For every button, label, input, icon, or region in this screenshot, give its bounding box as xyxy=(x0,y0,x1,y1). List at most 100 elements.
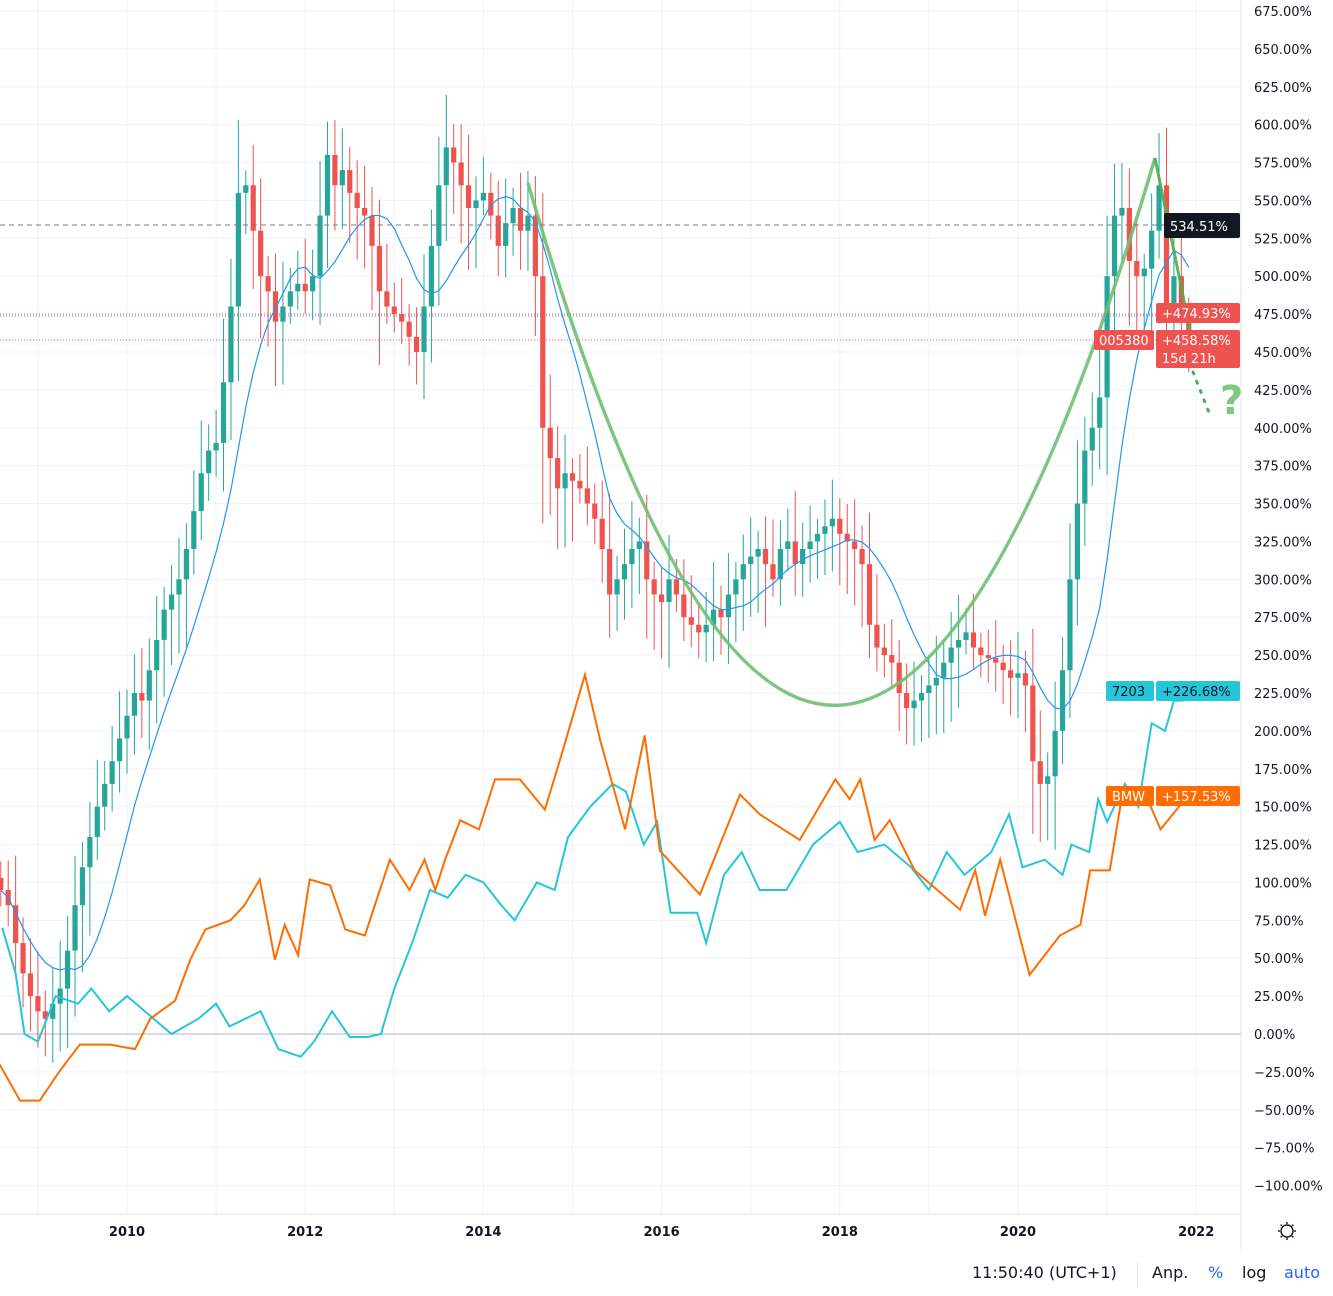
log-scale-toggle[interactable]: log xyxy=(1242,1263,1267,1282)
candle-body xyxy=(933,677,939,686)
candle-body xyxy=(0,877,4,891)
toolbar-divider xyxy=(1137,1262,1138,1288)
candle-body xyxy=(1171,276,1177,307)
candle-body xyxy=(651,579,657,595)
candle-body xyxy=(926,685,932,693)
candle-body xyxy=(42,1011,48,1019)
candle-body xyxy=(124,715,130,739)
candle-body xyxy=(391,306,397,315)
candle-body xyxy=(79,867,86,906)
x-tick-label: 2014 xyxy=(465,1225,501,1240)
candle-body xyxy=(792,541,798,565)
chart-canvas[interactable]: ? 675.00% 650.00% 625.00% 600.00% 575.00% 550… xyxy=(0,0,1333,1250)
y-tick-label: 275.00% xyxy=(1254,611,1312,626)
candle-body xyxy=(384,291,390,307)
candle-body xyxy=(1149,230,1155,269)
clock-timezone[interactable]: 11:50:40 (UTC+1) xyxy=(972,1263,1117,1282)
candle-body xyxy=(295,283,301,292)
candle-body xyxy=(146,670,152,701)
candle-body xyxy=(696,624,702,633)
series-line-7203 xyxy=(1,689,1193,1058)
candle-body xyxy=(27,973,34,997)
candle-body xyxy=(592,503,598,519)
series-tag-symbol: 7203 xyxy=(1112,685,1145,700)
candle-body xyxy=(310,276,316,292)
candle-body xyxy=(20,943,26,974)
candle-body xyxy=(176,579,182,595)
candle-body xyxy=(324,154,331,216)
candle-body xyxy=(168,594,175,610)
candle-body xyxy=(1074,503,1080,580)
y-tick-label: −50.00% xyxy=(1254,1104,1314,1119)
candle-body xyxy=(228,306,234,383)
candle-body xyxy=(473,200,479,208)
auto-scale-toggle[interactable]: auto xyxy=(1284,1263,1321,1282)
candle-body xyxy=(436,185,442,246)
candle-body xyxy=(956,639,962,648)
candle-body xyxy=(87,836,93,868)
prev-close-label: +474.93% xyxy=(1162,307,1231,322)
candle-body xyxy=(1134,261,1140,277)
candle-body xyxy=(451,147,457,163)
candle-body xyxy=(1119,207,1125,216)
candle-body xyxy=(703,624,709,633)
y-tick-label: 200.00% xyxy=(1254,725,1312,740)
price-axis[interactable]: 675.00% 650.00% 625.00% 600.00% 575.00% 550.0… xyxy=(1254,5,1323,1195)
y-tick-label: 375.00% xyxy=(1254,460,1312,475)
candle-body xyxy=(339,170,345,186)
y-tick-label: 425.00% xyxy=(1254,384,1312,399)
candle-body xyxy=(1141,268,1147,277)
y-tick-label: 175.00% xyxy=(1254,763,1312,778)
time-axis[interactable]: 2010 2012 2014 2016 2018 2020 2022 xyxy=(109,1225,1214,1240)
y-tick-label: 150.00% xyxy=(1254,801,1312,816)
candle-body xyxy=(547,427,553,459)
candle-body xyxy=(191,511,197,550)
candle-body xyxy=(362,207,368,216)
last-price-label: +458.58% xyxy=(1162,334,1231,349)
question-mark-annotation[interactable]: ? xyxy=(1220,378,1243,424)
candle-body xyxy=(607,549,613,595)
candle-body xyxy=(762,549,769,565)
candle-body xyxy=(57,988,63,1004)
candle-body xyxy=(814,533,821,542)
projection-dotted-line[interactable] xyxy=(1191,370,1212,417)
gear-icon[interactable] xyxy=(1278,1222,1296,1240)
candle-body xyxy=(161,609,167,640)
candle-body xyxy=(265,276,271,292)
candle-body xyxy=(725,594,732,618)
percent-scale-toggle[interactable]: % xyxy=(1208,1263,1224,1282)
candle-body xyxy=(621,564,628,580)
candle-body xyxy=(1052,730,1058,777)
handle-annotation-line[interactable] xyxy=(1153,157,1192,331)
y-tick-label: 650.00% xyxy=(1254,43,1312,58)
candle-body xyxy=(874,624,880,648)
candle-body xyxy=(1097,397,1103,428)
candles-005380 xyxy=(0,94,1192,1063)
candle-body xyxy=(198,473,204,512)
candle-body xyxy=(785,541,791,550)
series-tag-7203: 7203 +226.68% xyxy=(1106,681,1240,701)
y-tick-label: 100.00% xyxy=(1254,876,1312,891)
candle-body xyxy=(102,783,108,807)
prev-close-tag: +474.93% xyxy=(1156,303,1240,323)
candle-body xyxy=(688,617,694,625)
y-tick-label: 250.00% xyxy=(1254,649,1312,664)
candle-body xyxy=(347,170,353,193)
candle-body xyxy=(1000,662,1006,671)
candle-body xyxy=(584,488,590,504)
bottom-toolbar: 11:50:40 (UTC+1) Anp. % log auto xyxy=(0,1250,1333,1296)
candle-body xyxy=(941,662,947,678)
y-tick-label: 525.00% xyxy=(1254,232,1312,247)
series-tag-symbol: BMW xyxy=(1112,790,1145,805)
x-tick-label: 2020 xyxy=(1000,1225,1036,1240)
candle-body xyxy=(517,207,524,231)
x-tick-label: 2010 xyxy=(109,1225,145,1240)
candle-body xyxy=(681,594,687,618)
candle-body xyxy=(948,647,954,663)
adjust-toggle[interactable]: Anp. xyxy=(1152,1263,1189,1282)
cup-annotation-curve[interactable] xyxy=(526,157,1157,707)
candle-body xyxy=(480,192,486,201)
candle-body xyxy=(131,692,138,716)
y-tick-label: 325.00% xyxy=(1254,535,1312,550)
x-tick-label: 2016 xyxy=(644,1225,680,1240)
